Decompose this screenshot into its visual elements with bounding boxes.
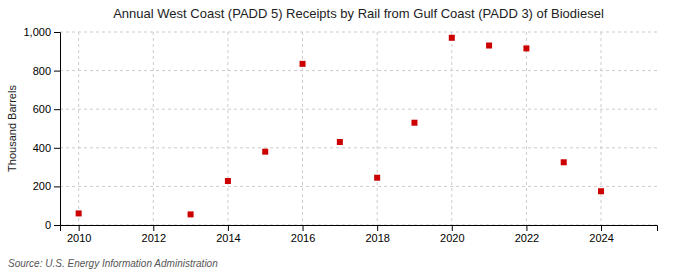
point [374, 175, 380, 181]
y-tick: 200 [33, 180, 60, 192]
grid-line [227, 32, 228, 225]
point [523, 45, 529, 51]
y-tick-label: 1,000 [23, 26, 51, 38]
point [561, 159, 567, 165]
y-tick: 800 [33, 65, 60, 77]
y-tick-mark [54, 32, 60, 33]
x-tick-label: 2014 [216, 232, 240, 244]
y-tick-label: 200 [33, 180, 51, 192]
point [598, 188, 604, 194]
y-tick-label: 600 [33, 103, 51, 115]
x-tick: 2024 [589, 225, 613, 244]
grid-line [601, 32, 602, 225]
y-axis-line [54, 33, 61, 226]
x-tick-label: 2020 [440, 232, 464, 244]
x-tick-mark [526, 225, 527, 231]
x-tick-label: 2018 [365, 232, 389, 244]
x-tick-mark [79, 225, 80, 231]
point [337, 139, 343, 145]
source: Source: U.S. Energy Information Administ… [8, 258, 218, 269]
y-tick-mark [54, 186, 60, 187]
x-tick-mark [153, 225, 154, 231]
point [300, 61, 306, 67]
x-tick-label: 2022 [515, 232, 539, 244]
point [262, 149, 268, 155]
x-tick: 2018 [365, 225, 389, 244]
y-tick: 1,000 [23, 26, 60, 38]
y-tick-label: 0 [45, 219, 51, 231]
y-tick-mark [54, 148, 60, 149]
x-tick-label: 2024 [589, 232, 613, 244]
x-tick-mark [303, 225, 304, 231]
title: Annual West Coast (PADD 5) Receipts by R… [113, 6, 604, 21]
y-tick-mark [54, 71, 60, 72]
grid-line [451, 32, 452, 225]
x-tick-mark [452, 225, 453, 231]
x-tick: 2016 [291, 225, 315, 244]
point [411, 120, 417, 126]
y-tick: 0 [45, 219, 60, 231]
grid-line [526, 32, 527, 225]
point [188, 211, 194, 217]
x-tick: 2014 [216, 225, 240, 244]
x-axis-line [61, 226, 658, 232]
y-axis-title: Thousand Barrels [6, 85, 18, 172]
grid-line [78, 32, 79, 225]
y-axis: 0 200 400 600 800 1,000 [23, 26, 60, 231]
grid-line [60, 147, 657, 148]
grid-line [60, 32, 657, 33]
grid-line [153, 32, 154, 225]
x-axis: 2010 2012 2014 2016 2018 2020 2022 2024 [61, 225, 658, 244]
x-tick: 2022 [515, 225, 539, 244]
x-tick-mark [377, 225, 378, 231]
y-tick-label: 400 [33, 142, 51, 154]
grid [60, 32, 657, 225]
x-tick: 2020 [440, 225, 464, 244]
x-tick: 2010 [67, 225, 91, 244]
chart: 2010 2012 2014 2016 2018 2020 2022 2024 0 200 400 6… [0, 0, 675, 275]
y-tick: 600 [33, 103, 60, 115]
grid-line [60, 70, 657, 71]
y-tick-label: 800 [33, 65, 51, 77]
point [486, 43, 492, 49]
grid-line [60, 109, 657, 110]
points [76, 35, 604, 218]
grid-line [60, 186, 657, 187]
x-tick-label: 2010 [67, 232, 91, 244]
point [76, 210, 82, 216]
point [225, 178, 231, 184]
x-tick-mark [601, 225, 602, 231]
y-tick: 400 [33, 142, 60, 154]
plot: 2010 2012 2014 2016 2018 2020 2022 2024 0 200 400 6… [23, 26, 657, 244]
x-tick-label: 2016 [291, 232, 315, 244]
y-tick-mark [54, 109, 60, 110]
x-tick: 2012 [142, 225, 166, 244]
x-tick-mark [228, 225, 229, 231]
y-tick-mark [54, 225, 60, 226]
x-tick-label: 2012 [142, 232, 166, 244]
grid-line [377, 32, 378, 225]
point [449, 35, 455, 41]
